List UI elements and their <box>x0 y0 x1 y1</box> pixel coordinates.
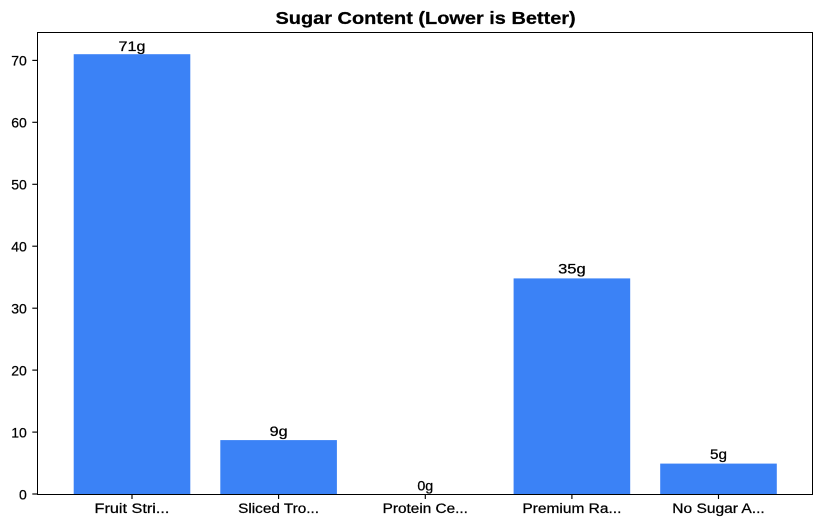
svg-text:60: 60 <box>11 115 27 131</box>
svg-text:9g: 9g <box>270 424 288 439</box>
svg-text:71g: 71g <box>119 39 146 54</box>
svg-text:Sugar Content (Lower is Better: Sugar Content (Lower is Better) <box>276 8 576 28</box>
svg-text:No Sugar A...: No Sugar A... <box>672 501 765 516</box>
svg-text:30: 30 <box>11 301 27 317</box>
svg-text:20: 20 <box>11 362 27 378</box>
svg-text:Premium Ra...: Premium Ra... <box>522 501 621 516</box>
svg-text:0: 0 <box>19 486 27 502</box>
svg-text:Protein Ce...: Protein Ce... <box>383 501 468 516</box>
svg-text:0g: 0g <box>417 479 433 494</box>
svg-text:35g: 35g <box>558 261 586 276</box>
svg-text:Sliced Tro...: Sliced Tro... <box>238 501 319 516</box>
svg-text:40: 40 <box>11 239 27 255</box>
svg-text:70: 70 <box>11 53 27 69</box>
svg-text:5g: 5g <box>710 447 727 462</box>
svg-text:Fruit Stri...: Fruit Stri... <box>95 501 170 516</box>
svg-text:10: 10 <box>11 424 27 440</box>
svg-text:50: 50 <box>11 177 27 193</box>
